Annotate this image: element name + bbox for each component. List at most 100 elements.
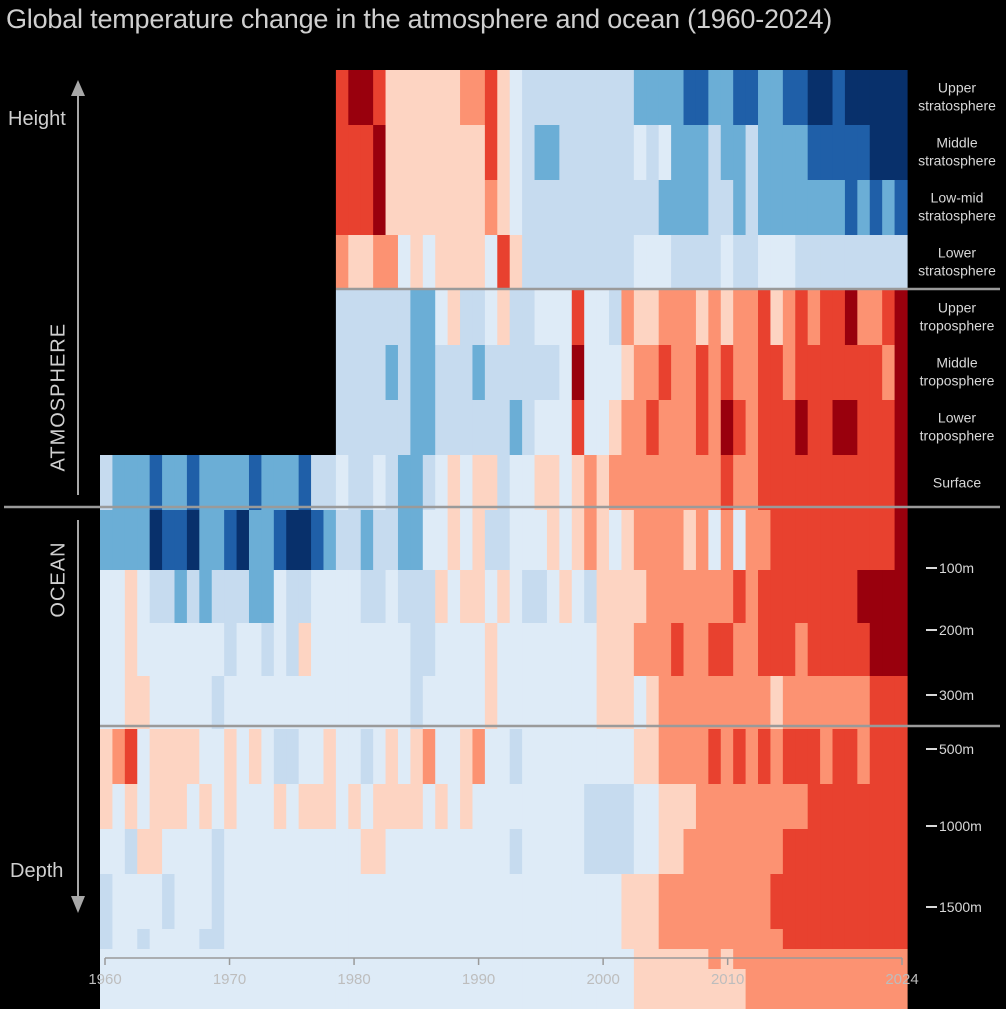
heat-cell: [795, 345, 809, 400]
heat-cell: [621, 570, 635, 623]
heat-cell: [683, 345, 697, 400]
heat-cell: [422, 180, 436, 235]
heat-cell: [509, 969, 523, 1009]
heat-cell: [609, 623, 623, 676]
heat-cell: [869, 570, 883, 623]
heat-cell: [311, 784, 325, 829]
heat-cell: [546, 235, 560, 290]
heat-cell: [646, 180, 660, 235]
heat-cell: [484, 290, 498, 345]
heat-cell: [745, 969, 759, 1009]
heat-cell: [695, 510, 709, 570]
heat-cell: [385, 676, 399, 729]
heat-cell: [559, 180, 573, 235]
heat-cell: [149, 729, 163, 784]
heat-cell: [360, 125, 374, 180]
heat-cell: [733, 510, 747, 570]
heat-cell: [397, 729, 411, 784]
heat-cell: [869, 510, 883, 570]
heat-cell: [497, 676, 511, 729]
heat-cell: [546, 784, 560, 829]
heat-cell: [124, 874, 138, 929]
heat-cell: [248, 784, 262, 829]
heat-cell: [695, 235, 709, 290]
heat-cell: [447, 400, 461, 455]
heat-cell: [844, 180, 858, 235]
x-tick-label: 2024: [885, 971, 918, 988]
heat-cell: [720, 784, 734, 829]
heat-cell: [844, 729, 858, 784]
heat-cell: [894, 623, 908, 676]
heat-cell: [435, 510, 449, 570]
layer-label-line2: stratosphere: [918, 263, 996, 279]
heat-cell: [795, 510, 809, 570]
heat-cell: [174, 676, 188, 729]
heat-cell: [720, 676, 734, 729]
heat-cell: [211, 729, 225, 784]
heat-cell: [832, 969, 846, 1009]
heat-cell: [609, 874, 623, 929]
heat-cell: [658, 400, 672, 455]
heat-cell: [633, 623, 647, 676]
heat-cell: [683, 676, 697, 729]
heat-cell: [397, 455, 411, 510]
heat-cell: [633, 455, 647, 510]
heat-cell: [770, 829, 784, 874]
heat-cell: [671, 235, 685, 290]
heat-cell: [149, 874, 163, 929]
heat-cell: [522, 829, 536, 874]
heat-cell: [534, 969, 548, 1009]
heat-cell: [360, 235, 374, 290]
heat-cell: [546, 729, 560, 784]
heat-cell: [857, 125, 871, 180]
heat-cell: [162, 510, 176, 570]
heat-cell: [869, 345, 883, 400]
heat-cell: [559, 829, 573, 874]
heat-cell: [397, 290, 411, 345]
heat-cell: [162, 455, 176, 510]
heat-cell: [621, 125, 635, 180]
heat-cell: [373, 345, 387, 400]
heat-cell: [795, 929, 809, 949]
heat-cell: [360, 290, 374, 345]
heat-cell: [273, 570, 287, 623]
heat-cell: [882, 180, 896, 235]
heat-cell: [869, 784, 883, 829]
heat-cell: [695, 969, 709, 1009]
heat-cell: [509, 829, 523, 874]
heat-cell: [782, 949, 796, 969]
heat-cell: [733, 623, 747, 676]
heat-cell: [137, 623, 151, 676]
heat-cell: [335, 235, 349, 290]
heat-cell: [596, 510, 610, 570]
heat-cell: [435, 235, 449, 290]
heat-cell: [348, 949, 362, 969]
heat-cell: [683, 784, 697, 829]
layer-label-line1: Upper: [938, 300, 976, 316]
heat-cell: [534, 623, 548, 676]
heat-cell: [832, 676, 846, 729]
heat-cell: [162, 929, 176, 949]
heat-cell: [596, 70, 610, 125]
heat-cell: [534, 400, 548, 455]
heat-cell: [596, 874, 610, 929]
heat-cell: [869, 949, 883, 969]
heat-cell: [497, 623, 511, 676]
heat-cell: [472, 676, 486, 729]
heat-cell: [149, 929, 163, 949]
heat-cell: [770, 784, 784, 829]
heat-cell: [410, 829, 424, 874]
heat-cell: [782, 570, 796, 623]
axis-arrows: [71, 80, 85, 913]
heat-cell: [658, 290, 672, 345]
heat-cell: [261, 676, 275, 729]
heat-cell: [646, 570, 660, 623]
heat-cell: [311, 929, 325, 949]
heat-cell: [621, 929, 635, 949]
heat-cell: [472, 235, 486, 290]
heat-cell: [447, 929, 461, 949]
heat-cell: [410, 784, 424, 829]
heat-cell: [236, 784, 250, 829]
depth-tick-label: 500m: [939, 741, 974, 757]
